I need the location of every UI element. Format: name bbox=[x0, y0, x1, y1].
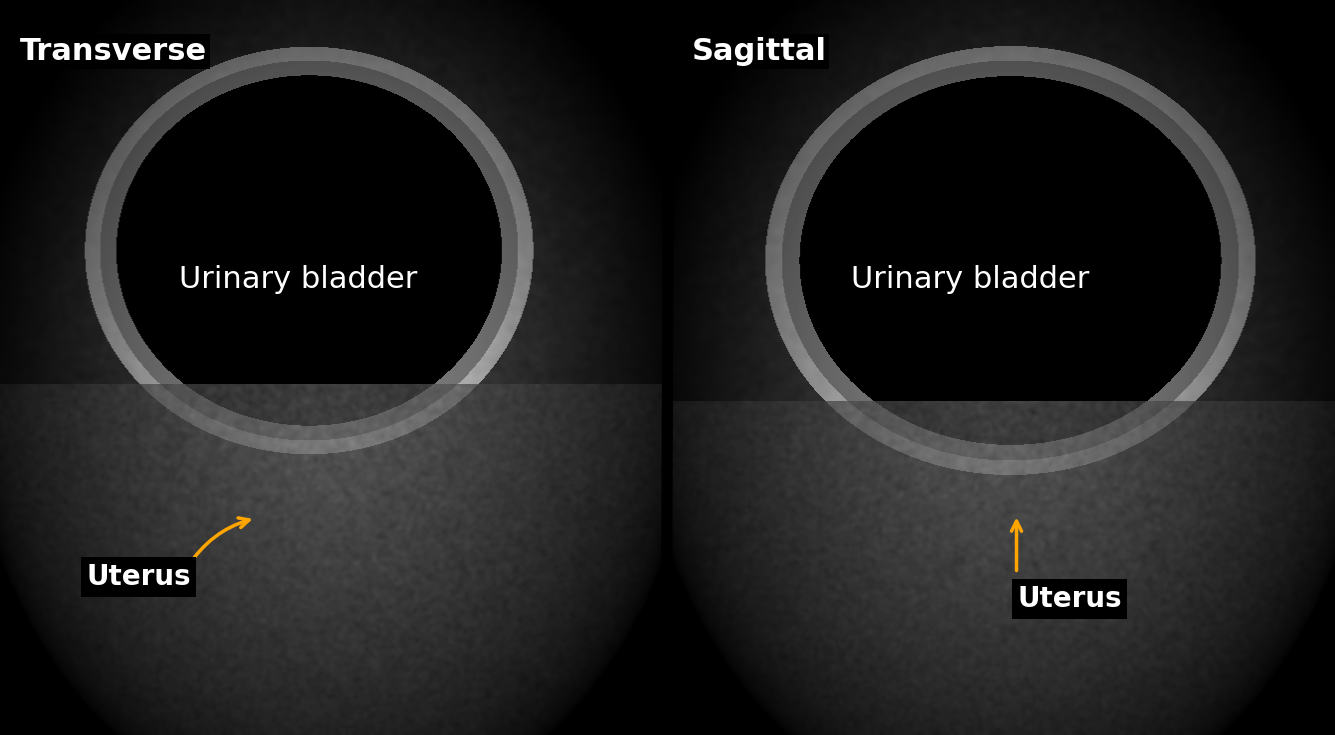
Text: Sagittal: Sagittal bbox=[692, 37, 826, 65]
Text: Urinary bladder: Urinary bladder bbox=[179, 265, 418, 294]
Text: Urinary bladder: Urinary bladder bbox=[850, 265, 1089, 294]
Text: Uterus: Uterus bbox=[87, 563, 191, 591]
Text: Uterus: Uterus bbox=[1017, 585, 1121, 613]
Text: Transverse: Transverse bbox=[20, 37, 207, 65]
